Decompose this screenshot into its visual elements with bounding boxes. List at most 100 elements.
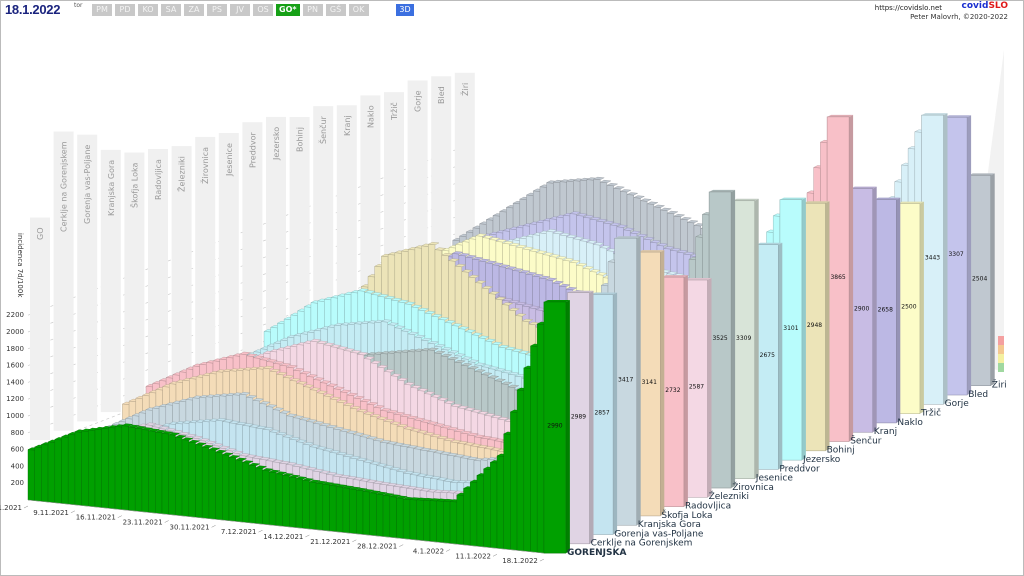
x-tick-label: 4.1.2022 xyxy=(413,547,444,555)
last-bar-top xyxy=(803,201,830,204)
bar xyxy=(369,492,377,537)
value-label: 3417 xyxy=(618,377,633,384)
back-panel xyxy=(171,146,192,385)
y-tick-label: 1200 xyxy=(6,395,24,403)
region-button[interactable]: KO xyxy=(138,4,158,16)
last-bar-top xyxy=(709,189,736,192)
region-button[interactable]: ZA xyxy=(184,4,204,16)
last-bar-side xyxy=(896,197,901,423)
value-label: 2658 xyxy=(878,306,893,313)
value-label: 2732 xyxy=(665,387,680,394)
site-url[interactable]: https://covidslo.net xyxy=(874,4,942,12)
x-tick xyxy=(23,505,29,509)
brand-logo: covidSLO xyxy=(962,1,1008,12)
region-button[interactable]: GO* xyxy=(276,4,300,16)
last-bar-side xyxy=(801,197,806,461)
bar xyxy=(362,491,370,536)
last-bar-top xyxy=(661,275,688,278)
last-bar-side xyxy=(754,198,759,479)
region-label: Gorje xyxy=(945,399,970,409)
back-region-label: Naklo xyxy=(366,105,375,128)
3d-view-button[interactable]: 3D xyxy=(396,4,414,16)
back-panel xyxy=(384,92,404,301)
region-button[interactable]: JV xyxy=(230,4,250,16)
region-label: Bled xyxy=(968,390,988,400)
region-button[interactable]: SA xyxy=(161,4,181,16)
brand-part: covid xyxy=(961,1,989,11)
value-label: 3309 xyxy=(736,335,751,342)
back-panel xyxy=(124,152,145,403)
bar xyxy=(416,499,424,541)
x-tick-label: 21.12.2021 xyxy=(310,538,350,546)
legend-band xyxy=(998,354,1004,363)
last-bar-top xyxy=(850,186,877,189)
region-button[interactable]: PM xyxy=(92,4,112,16)
last-bar-top xyxy=(638,250,665,253)
bar xyxy=(94,428,102,508)
region-label: Cerklje na Gorenjskem xyxy=(591,539,693,549)
bar xyxy=(349,488,357,535)
x-tick-label: 2.11.2021 xyxy=(0,504,22,512)
bar xyxy=(329,485,337,532)
region-label: Kranj xyxy=(874,427,897,437)
back-panel xyxy=(431,76,452,282)
back-region-label: Žiri xyxy=(459,83,470,96)
back-region-label: Preddvor xyxy=(248,131,257,168)
region-button[interactable]: PN xyxy=(302,4,323,16)
bar xyxy=(141,429,149,513)
region-label: Železniki xyxy=(709,490,749,502)
region-button[interactable]: GŠ xyxy=(325,4,346,16)
back-region-label: Jesenice xyxy=(225,143,234,177)
region-button[interactable]: OS xyxy=(253,4,273,16)
back-region-label: Gorje xyxy=(414,90,423,112)
last-bar-top xyxy=(779,197,806,200)
x-tick xyxy=(164,520,169,523)
y-tick-label: 1000 xyxy=(6,412,24,420)
last-bar-side xyxy=(731,189,736,489)
last-bar-side xyxy=(990,173,995,386)
top-bar: 18.1.2022 tor PM PD KO SA ZA PS JV OS GO* PN GŠ OK … xyxy=(0,0,1024,21)
back-panel xyxy=(148,149,168,394)
bar xyxy=(54,439,62,504)
bar xyxy=(490,462,498,549)
bar xyxy=(114,426,123,510)
y-tick-label: 200 xyxy=(11,479,24,487)
brand-part: SLO xyxy=(988,1,1008,11)
x-tick xyxy=(211,525,216,528)
last-bar-side xyxy=(943,113,948,405)
bar xyxy=(255,467,263,525)
bar xyxy=(168,434,176,516)
last-bar-side xyxy=(636,236,641,526)
region-button[interactable]: PD xyxy=(115,4,135,16)
bar xyxy=(222,454,230,521)
series-row: 2990 xyxy=(27,299,570,554)
bar xyxy=(315,482,323,531)
last-bar-side xyxy=(660,250,665,516)
region-button[interactable]: PS xyxy=(207,4,227,16)
back-region-label: Škofja Loka xyxy=(128,162,139,208)
bar xyxy=(208,449,216,520)
last-bar-side xyxy=(613,292,618,535)
bar xyxy=(423,499,431,542)
x-tick xyxy=(117,515,122,518)
back-region-label: Železniki xyxy=(176,156,187,192)
x-tick-label: 11.1.2022 xyxy=(455,552,491,560)
value-label: 2500 xyxy=(901,304,916,311)
bar xyxy=(322,484,330,532)
region-label: Žiri xyxy=(992,379,1007,391)
y-tick-label: 1400 xyxy=(6,378,24,386)
bar xyxy=(175,436,183,517)
value-label: 2857 xyxy=(594,410,609,417)
bar xyxy=(27,449,35,501)
last-bar-top xyxy=(756,242,783,245)
region-button[interactable]: OK xyxy=(348,4,369,16)
bar xyxy=(409,499,417,541)
author-credit: Peter Malovrh, ©2020-2022 xyxy=(910,13,1008,21)
bar xyxy=(537,323,545,554)
back-panel xyxy=(77,134,98,422)
bar xyxy=(523,367,531,552)
y-tick-label: 2200 xyxy=(6,311,24,319)
y-tick-label: 800 xyxy=(11,429,24,437)
back-panel xyxy=(289,117,310,338)
x-tick xyxy=(445,549,451,552)
